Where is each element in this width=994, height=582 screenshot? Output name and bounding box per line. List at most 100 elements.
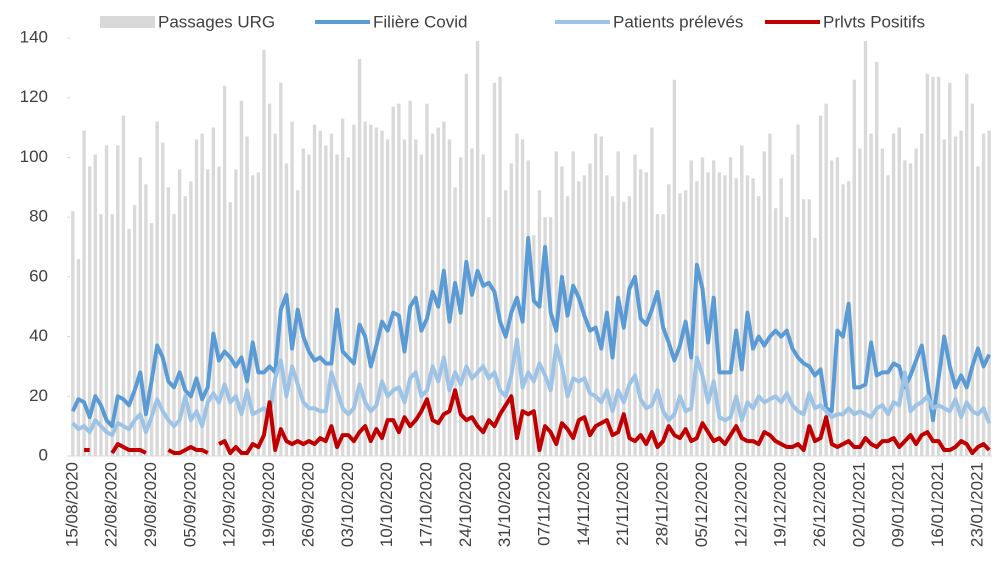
bar bbox=[470, 148, 474, 456]
bar bbox=[880, 148, 885, 456]
bar bbox=[346, 157, 350, 456]
bar bbox=[397, 103, 401, 456]
bar bbox=[385, 139, 390, 456]
x-tick-label: 24/10/2020 bbox=[456, 462, 475, 547]
legend-label: Passages URG bbox=[158, 12, 275, 31]
bar bbox=[498, 76, 502, 457]
bar bbox=[565, 196, 570, 456]
bar bbox=[824, 103, 828, 456]
bar bbox=[914, 148, 918, 456]
bar bbox=[757, 196, 761, 456]
bar bbox=[138, 157, 142, 456]
bar bbox=[959, 130, 963, 457]
bar bbox=[324, 145, 328, 456]
legend-label: Patients prélevés bbox=[613, 12, 743, 31]
bar bbox=[149, 223, 154, 456]
x-tick-label: 28/11/2020 bbox=[653, 462, 672, 546]
bar bbox=[655, 214, 660, 456]
bar bbox=[279, 82, 283, 457]
bar bbox=[206, 169, 210, 456]
bar bbox=[689, 160, 693, 456]
bar bbox=[801, 199, 806, 456]
bar bbox=[166, 187, 171, 457]
bar bbox=[723, 175, 727, 457]
x-tick-label: 29/08/2020 bbox=[141, 462, 160, 547]
line bbox=[71, 337, 992, 438]
bar bbox=[262, 49, 266, 456]
bar bbox=[504, 190, 508, 456]
bar bbox=[965, 73, 969, 456]
x-tick-label: 12/12/2020 bbox=[731, 462, 750, 547]
x-tick-label: 14/11/2020 bbox=[574, 462, 593, 546]
bar bbox=[453, 187, 457, 457]
line bbox=[71, 236, 991, 429]
bar bbox=[796, 124, 800, 456]
bar bbox=[953, 136, 958, 456]
bar bbox=[189, 181, 193, 457]
bar bbox=[931, 76, 935, 457]
bar bbox=[369, 124, 373, 456]
bar bbox=[661, 214, 665, 456]
bar bbox=[768, 133, 772, 457]
x-tick-label: 26/09/2020 bbox=[298, 462, 317, 547]
x-tick-label: 02/01/2021 bbox=[849, 462, 868, 547]
bar bbox=[256, 172, 261, 456]
bar bbox=[588, 163, 592, 456]
x-tick-label: 19/09/2020 bbox=[259, 462, 278, 547]
bar bbox=[948, 82, 952, 457]
bar bbox=[920, 133, 924, 457]
bar bbox=[99, 214, 103, 456]
x-tick-label: 05/12/2020 bbox=[692, 462, 711, 547]
bar bbox=[672, 79, 677, 457]
y-tick-label: 80 bbox=[29, 207, 48, 226]
bar bbox=[577, 181, 581, 457]
y-tick-label: 120 bbox=[20, 87, 48, 106]
x-tick-label: 31/10/2020 bbox=[495, 462, 514, 547]
bar bbox=[82, 130, 86, 457]
bar bbox=[312, 124, 317, 456]
bar bbox=[132, 205, 137, 456]
y-tick-label: 100 bbox=[20, 147, 48, 166]
bar bbox=[425, 103, 429, 456]
bar bbox=[515, 133, 519, 457]
bar bbox=[228, 202, 232, 456]
bar bbox=[71, 211, 75, 456]
bar bbox=[93, 154, 97, 456]
bar bbox=[402, 139, 407, 456]
bar bbox=[121, 115, 126, 456]
bar bbox=[807, 199, 811, 456]
bar bbox=[875, 61, 879, 457]
bar bbox=[728, 157, 733, 456]
bar bbox=[487, 217, 491, 456]
bar bbox=[318, 130, 322, 457]
bar bbox=[408, 100, 412, 456]
bar bbox=[976, 166, 980, 456]
y-tick-label: 20 bbox=[29, 386, 48, 405]
bar bbox=[245, 136, 249, 456]
bar bbox=[273, 133, 277, 457]
bar bbox=[537, 190, 542, 456]
bar bbox=[481, 154, 485, 456]
bar bbox=[852, 79, 856, 457]
bar bbox=[239, 100, 244, 456]
bar bbox=[532, 235, 536, 456]
bar bbox=[818, 115, 823, 456]
bar bbox=[340, 118, 345, 456]
bar bbox=[970, 103, 975, 456]
bar bbox=[211, 127, 216, 457]
x-tick-label: 16/01/2021 bbox=[928, 462, 947, 547]
bar bbox=[650, 127, 654, 457]
bar bbox=[942, 139, 946, 456]
bar bbox=[363, 121, 367, 456]
legend-label: Filière Covid bbox=[373, 12, 467, 31]
bar bbox=[357, 58, 362, 457]
bar bbox=[869, 133, 873, 457]
bar bbox=[127, 229, 131, 456]
bar bbox=[447, 139, 452, 456]
bar bbox=[172, 214, 176, 456]
x-tick-label: 15/08/2020 bbox=[62, 462, 81, 547]
bar bbox=[633, 154, 637, 456]
bar bbox=[813, 238, 817, 456]
legend-swatch bbox=[100, 16, 155, 28]
